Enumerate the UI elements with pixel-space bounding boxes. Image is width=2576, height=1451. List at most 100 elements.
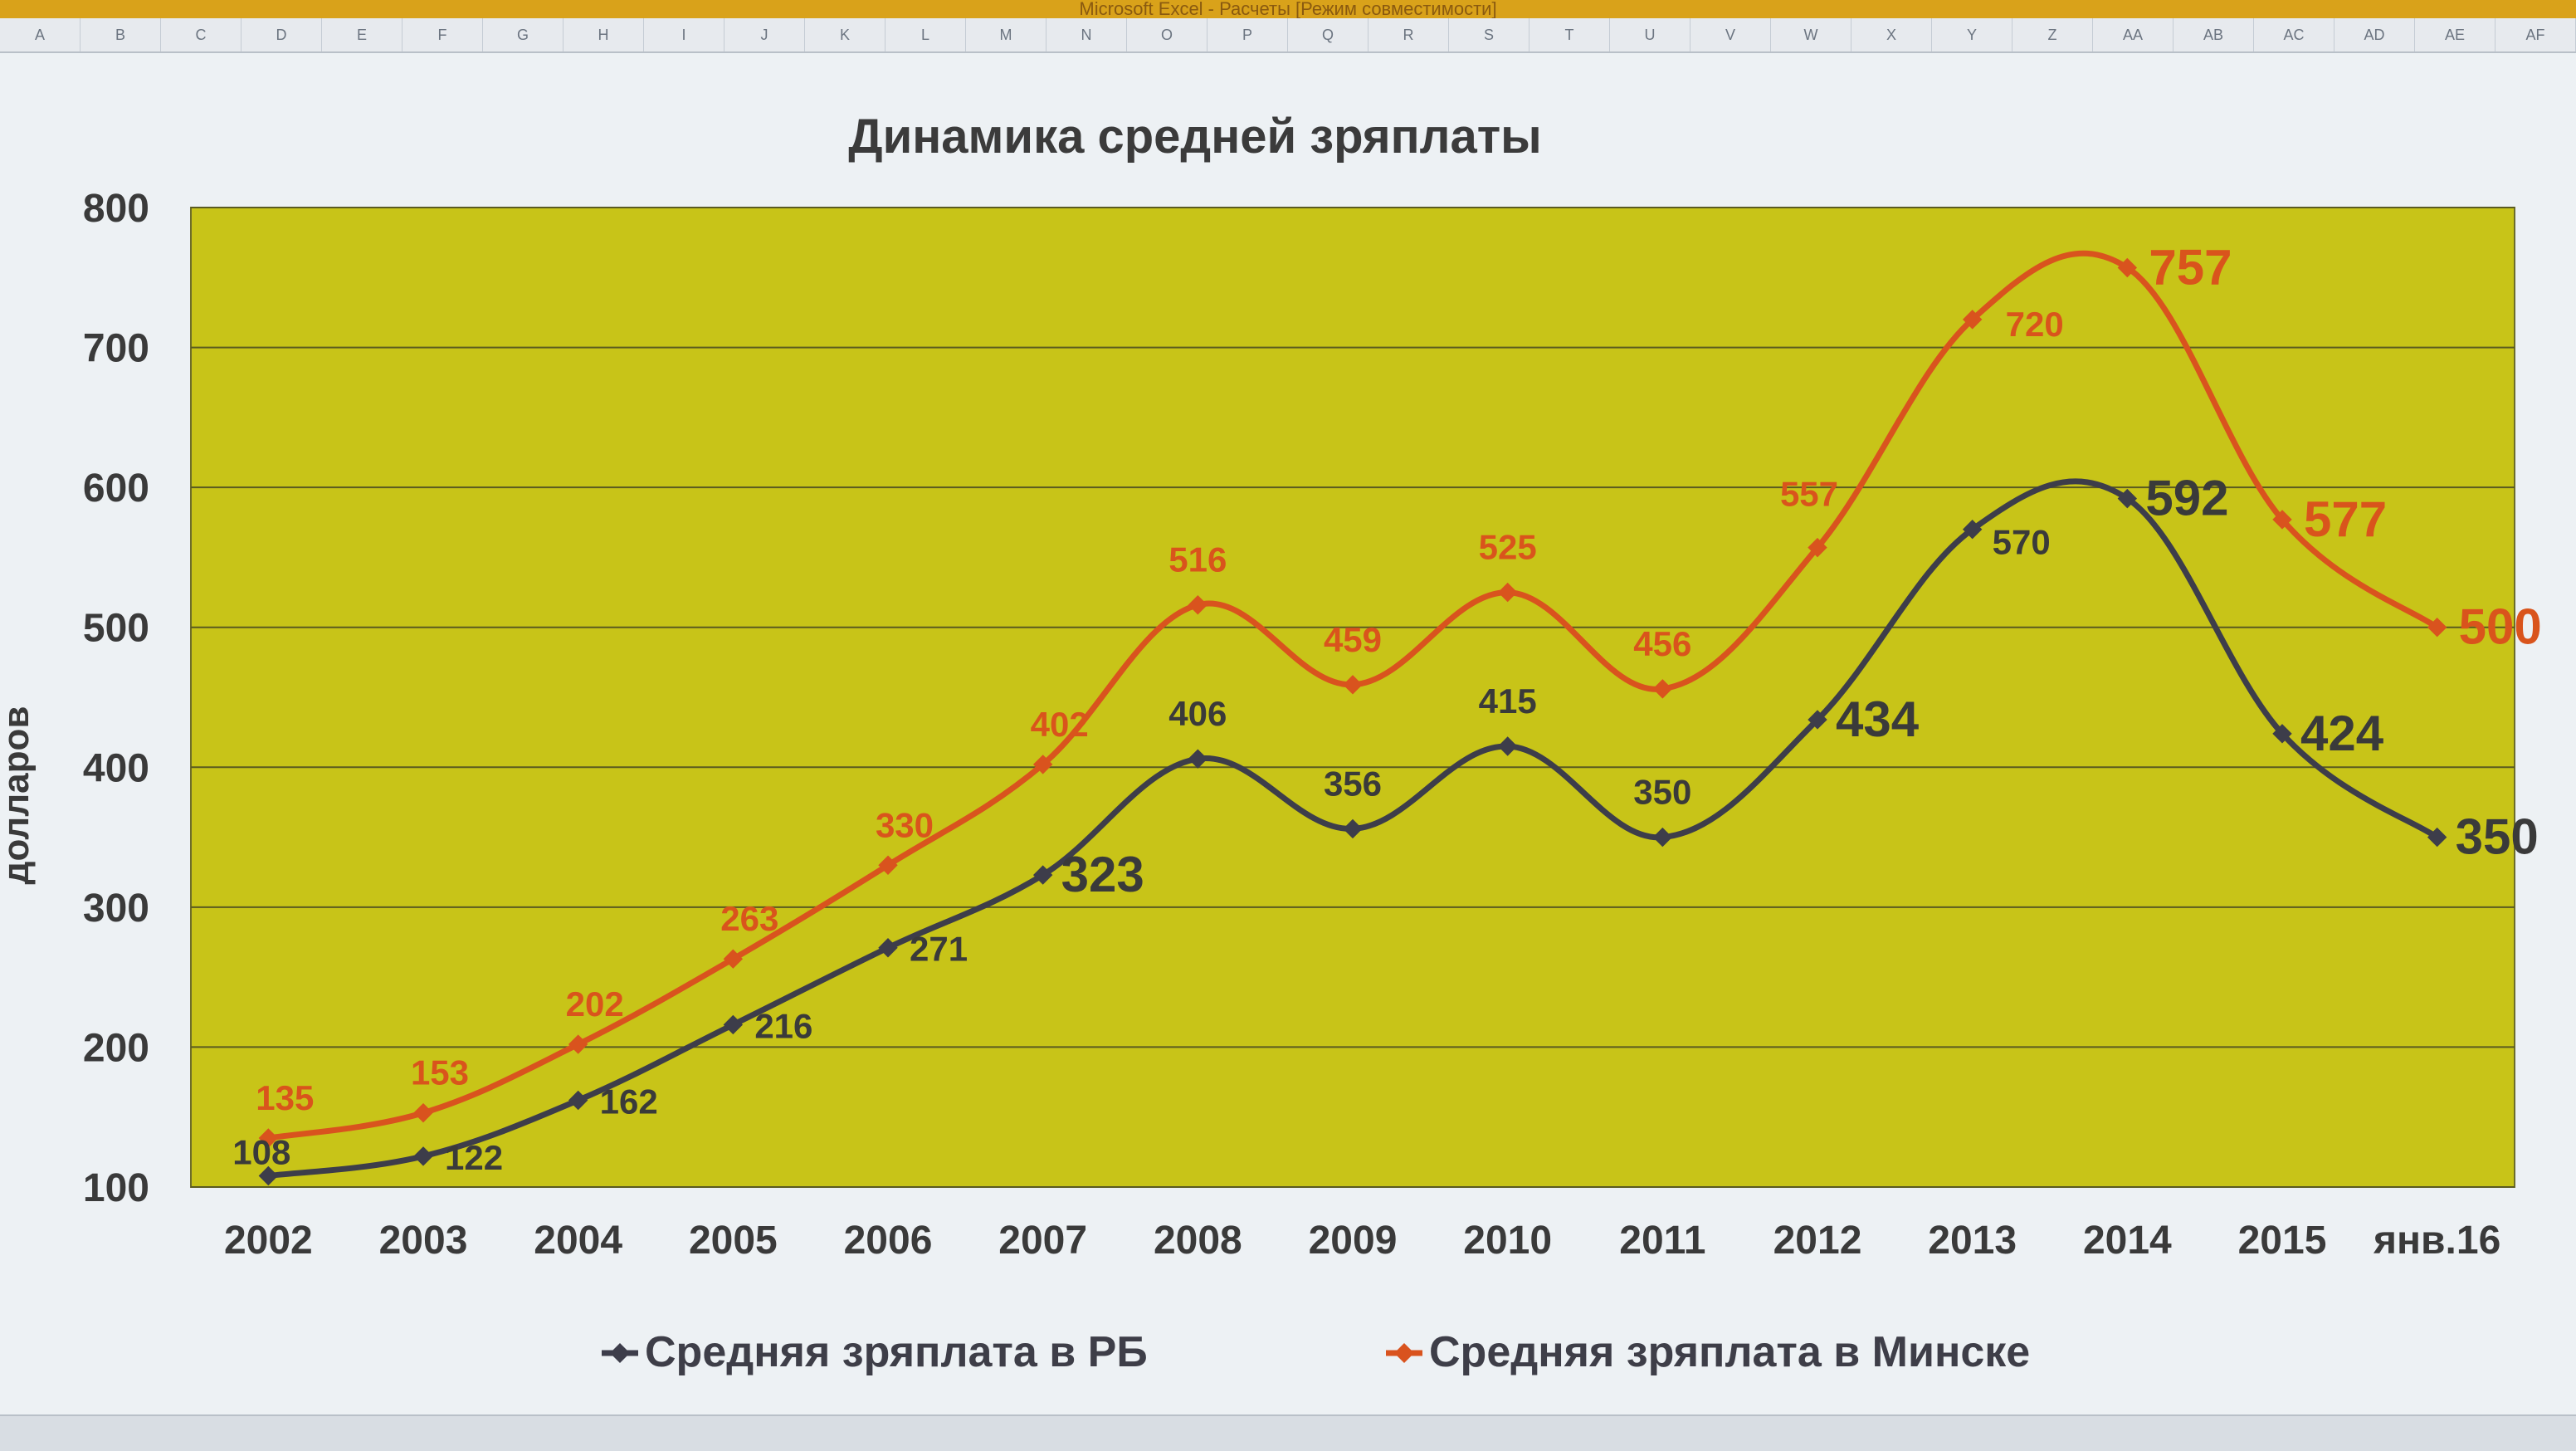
column-header-i[interactable]: I <box>644 18 724 51</box>
column-header-bar: A B C D E F G H I J K L M N O P Q R S T U V W X Y Z AA AB AC AD AE AF <box>0 18 2576 53</box>
x-tick-label: 2002 <box>224 1219 313 1263</box>
column-header-k[interactable]: K <box>805 18 886 51</box>
data-point[interactable] <box>1497 736 1518 756</box>
data-label: 592 <box>2145 471 2228 526</box>
column-header-a[interactable]: A <box>0 18 80 51</box>
column-header-ac[interactable]: AC <box>2254 18 2334 51</box>
column-header-l[interactable]: L <box>886 18 966 51</box>
data-point[interactable] <box>2427 618 2447 638</box>
series-line-rb[interactable] <box>267 478 2439 1179</box>
data-point[interactable] <box>878 855 898 875</box>
column-header-m[interactable]: M <box>966 18 1046 51</box>
data-label: 424 <box>2300 706 2384 761</box>
data-point[interactable] <box>413 1102 433 1123</box>
column-header-aa[interactable]: AA <box>2093 18 2174 51</box>
data-point[interactable] <box>723 1014 744 1035</box>
column-header-u[interactable]: U <box>1610 18 1690 51</box>
y-tick-label: 200 <box>83 1026 149 1070</box>
data-point[interactable] <box>2272 510 2292 530</box>
data-point[interactable] <box>258 1165 279 1186</box>
data-point[interactable] <box>1962 310 1983 330</box>
data-point[interactable] <box>1343 675 1363 695</box>
data-point[interactable] <box>1652 827 1673 848</box>
column-header-p[interactable]: P <box>1208 18 1288 51</box>
chart-area[interactable]: 108 122 162 216 271 323 406 356 415 350 434 570 592 4… <box>0 53 2576 1414</box>
data-point[interactable] <box>1032 865 1053 885</box>
x-tick-label: 2014 <box>2083 1219 2172 1263</box>
x-tick-label: 2007 <box>998 1219 1087 1263</box>
data-point[interactable] <box>2117 488 2138 509</box>
data-point[interactable] <box>2427 827 2447 848</box>
series-line-minsk[interactable] <box>267 250 2439 1141</box>
data-point[interactable] <box>1188 749 1208 769</box>
chart-title: Динамика средней зряплаты <box>848 110 1541 164</box>
column-header-b[interactable]: B <box>80 18 161 51</box>
legend-item-minsk[interactable]: Средняя зряплата в Минске <box>1386 1328 2030 1376</box>
column-header-x[interactable]: X <box>1852 18 1932 51</box>
data-label: 757 <box>2149 239 2232 295</box>
data-point[interactable] <box>1808 710 1827 730</box>
data-point[interactable] <box>568 1034 588 1054</box>
column-header-j[interactable]: J <box>724 18 805 51</box>
data-point[interactable] <box>1652 679 1673 699</box>
data-point[interactable] <box>568 1090 588 1111</box>
data-label: 323 <box>1061 847 1144 902</box>
data-point[interactable] <box>1497 582 1518 603</box>
x-tick-label: 2015 <box>2238 1219 2327 1263</box>
status-bar <box>0 1414 2576 1451</box>
data-point[interactable] <box>1343 818 1363 839</box>
x-tick-label: 2005 <box>689 1219 778 1263</box>
data-label: 570 <box>1993 523 2051 562</box>
data-point[interactable] <box>1032 755 1053 774</box>
column-header-y[interactable]: Y <box>1932 18 2013 51</box>
data-label: 406 <box>1168 694 1227 733</box>
data-label: 162 <box>600 1082 658 1121</box>
data-label: 330 <box>876 805 934 844</box>
data-point[interactable] <box>413 1146 433 1166</box>
column-header-c[interactable]: C <box>161 18 242 51</box>
y-tick-label: 800 <box>83 187 149 231</box>
column-header-f[interactable]: F <box>402 18 483 51</box>
column-header-w[interactable]: W <box>1771 18 1852 51</box>
column-header-q[interactable]: Q <box>1288 18 1368 51</box>
column-header-t[interactable]: T <box>1530 18 1610 51</box>
y-tick-label: 400 <box>83 746 149 790</box>
data-point[interactable] <box>2272 724 2292 744</box>
data-label: 356 <box>1324 764 1382 803</box>
column-header-g[interactable]: G <box>483 18 564 51</box>
data-point[interactable] <box>1962 520 1983 540</box>
column-header-ab[interactable]: AB <box>2174 18 2254 51</box>
legend-label: Средняя зряплата в РБ <box>645 1328 1148 1376</box>
column-header-af[interactable]: AF <box>2496 18 2576 51</box>
legend-item-rb[interactable]: Средняя зряплата в РБ <box>602 1328 1148 1376</box>
plot-area[interactable] <box>190 207 2515 1188</box>
column-header-s[interactable]: S <box>1449 18 1530 51</box>
column-header-d[interactable]: D <box>242 18 322 51</box>
column-header-h[interactable]: H <box>564 18 644 51</box>
data-point[interactable] <box>258 1128 279 1148</box>
data-point[interactable] <box>723 949 744 969</box>
x-tick-label: 2012 <box>1773 1219 1862 1263</box>
column-header-ae[interactable]: AE <box>2415 18 2496 51</box>
x-tick-label: 2011 <box>1619 1219 1705 1263</box>
column-header-o[interactable]: O <box>1127 18 1208 51</box>
x-tick-label: 2010 <box>1463 1219 1552 1263</box>
data-point[interactable] <box>2117 257 2138 278</box>
column-header-ad[interactable]: AD <box>2334 18 2415 51</box>
data-label: 108 <box>232 1133 290 1172</box>
column-header-r[interactable]: R <box>1368 18 1449 51</box>
data-label: 350 <box>2456 809 2539 865</box>
data-label: 434 <box>1836 691 1920 747</box>
data-point[interactable] <box>1808 537 1827 558</box>
data-label: 415 <box>1479 682 1537 721</box>
data-label: 500 <box>2459 599 2542 655</box>
data-label: 720 <box>2006 305 2064 344</box>
data-point[interactable] <box>1188 595 1208 615</box>
column-header-z[interactable]: Z <box>2013 18 2093 51</box>
column-header-n[interactable]: N <box>1046 18 1127 51</box>
column-header-v[interactable]: V <box>1690 18 1771 51</box>
legend-marker <box>1394 1343 1414 1363</box>
data-point[interactable] <box>878 938 898 958</box>
column-header-e[interactable]: E <box>322 18 402 51</box>
y-tick-label: 600 <box>83 467 149 511</box>
